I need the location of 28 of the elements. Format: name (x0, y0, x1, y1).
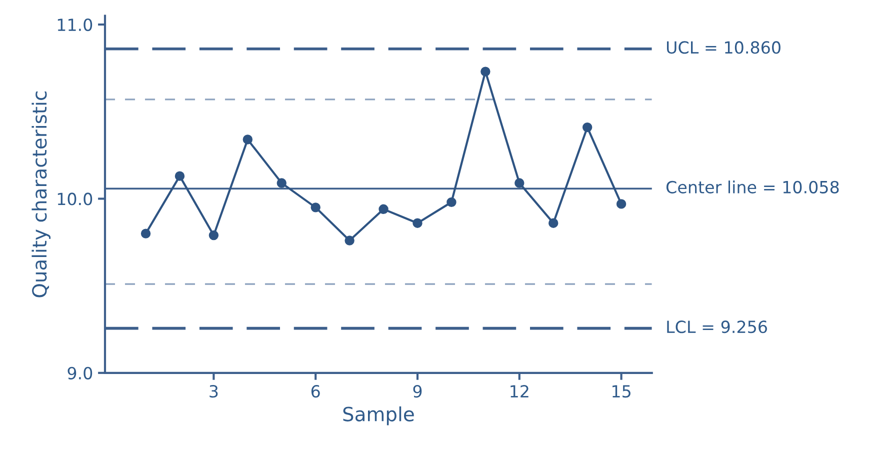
ref-line-label: LCL = 9.256 (667, 320, 767, 334)
y-axis-title: Quality characteristic (32, 92, 51, 298)
x-tick-label: 15 (612, 385, 630, 398)
point (514, 178, 524, 188)
x-tick-label: 3 (210, 385, 218, 398)
y-tick-label: 11.0 (58, 18, 92, 32)
x-tick-label: 9 (413, 385, 422, 398)
x-axis-title: Sample (343, 406, 414, 426)
point (310, 202, 320, 212)
point (208, 230, 219, 240)
point (174, 171, 185, 181)
point (378, 204, 388, 214)
point (242, 134, 253, 144)
point (412, 218, 422, 228)
point (344, 236, 354, 246)
point (582, 122, 592, 132)
point (548, 218, 558, 228)
point (446, 197, 456, 208)
ref-line-label: UCL = 10.860 (666, 41, 780, 54)
x-tick-label: 6 (311, 385, 320, 398)
point (480, 66, 490, 76)
y-tick-label: 10.0 (58, 192, 92, 206)
point (616, 199, 626, 209)
point (276, 178, 286, 188)
x-tick-label: 12 (510, 385, 528, 398)
ref-line-label: Center line = 10.058 (666, 180, 839, 194)
y-tick-label: 9.0 (68, 366, 92, 380)
point (140, 228, 151, 238)
